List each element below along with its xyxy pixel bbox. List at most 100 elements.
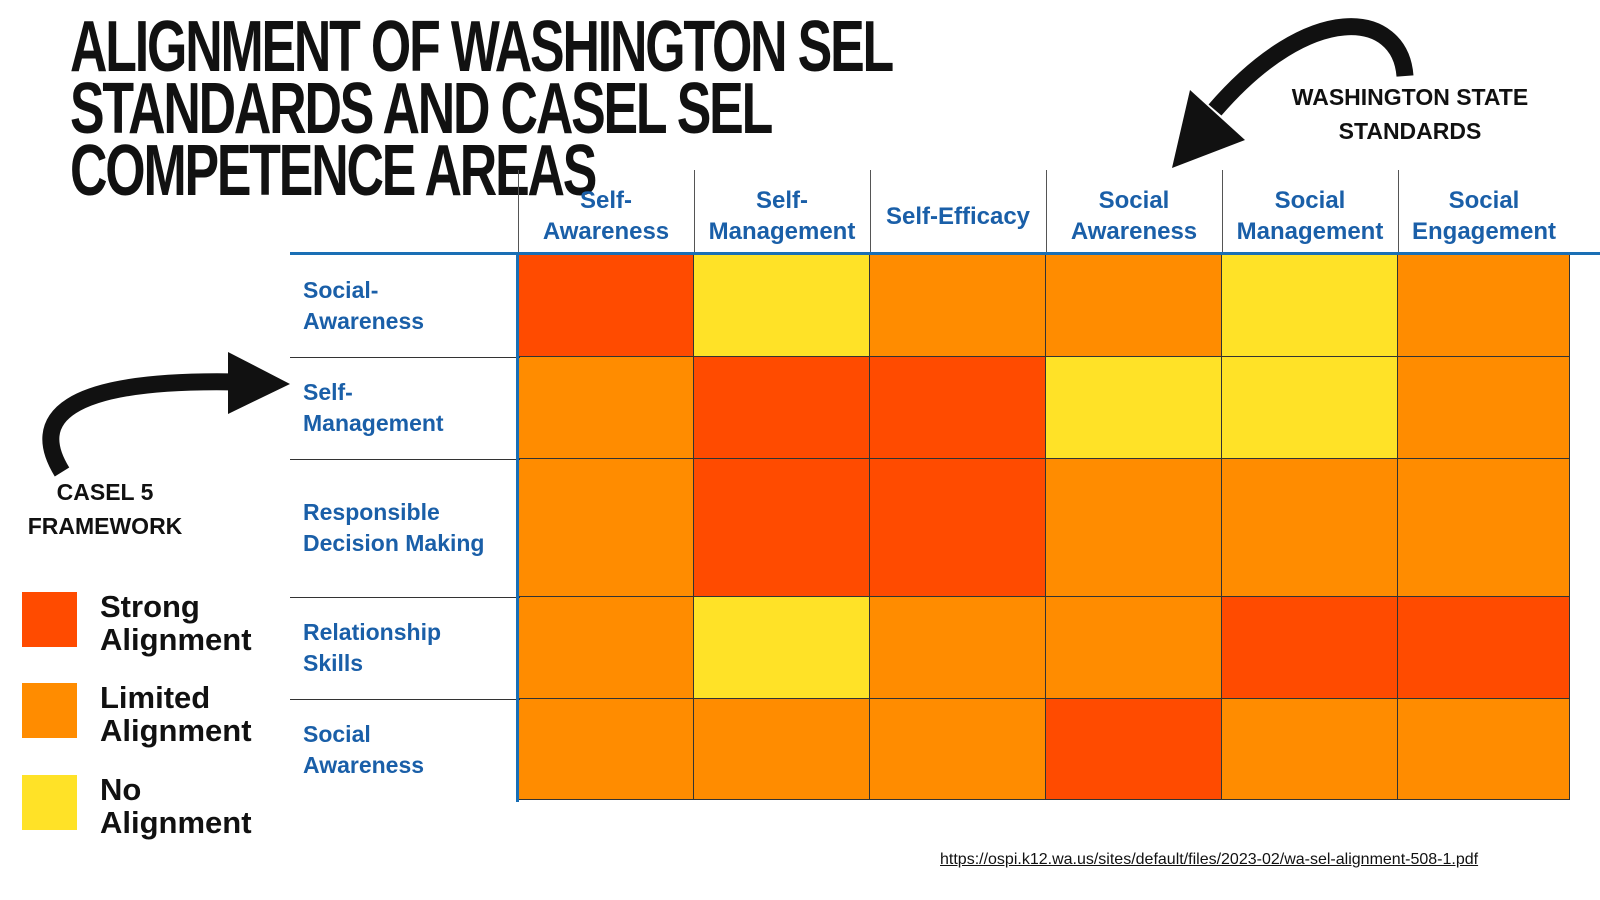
heatmap-cell	[1222, 597, 1398, 699]
row-header-rule	[516, 252, 519, 802]
heatmap-cell	[694, 597, 870, 699]
heatmap-cell	[518, 357, 694, 459]
row-header: Social- Awareness	[303, 254, 424, 357]
label-line: Awareness	[542, 218, 670, 245]
heatmap-cell	[1046, 597, 1222, 699]
column-header-text: Social Engagement	[1412, 185, 1556, 247]
column-header: Self- Management	[694, 180, 870, 252]
row-divider	[290, 459, 520, 460]
heatmap-cell	[1222, 254, 1398, 357]
heatmap-cell	[694, 254, 870, 357]
legend-label: No Alignment	[100, 773, 252, 839]
heatmap-cell	[1398, 699, 1570, 800]
casel-arrow-icon	[42, 352, 290, 477]
heatmap-cell	[694, 459, 870, 597]
label-line: Alignment	[100, 713, 252, 748]
row-divider	[290, 357, 520, 358]
heatmap-cell	[1398, 459, 1570, 597]
row-header-text: Responsible Decision Making	[303, 497, 484, 559]
label-line: Social	[1098, 187, 1170, 214]
heatmap-cell	[870, 459, 1046, 597]
heatmap-cell	[1222, 459, 1398, 597]
column-header-text: Self- Awareness	[543, 185, 669, 247]
callout-line: FRAMEWORK	[27, 513, 183, 539]
column-divider	[518, 170, 519, 254]
heatmap-cell	[1398, 254, 1570, 357]
source-link[interactable]: https://ospi.k12.wa.us/sites/default/fil…	[940, 851, 1479, 868]
column-header-text: Self-Efficacy	[886, 201, 1030, 232]
label-line: Alignment	[100, 805, 252, 840]
label-line: Self-	[303, 379, 353, 405]
label-line: Awareness	[303, 751, 425, 778]
label-line: Social	[1448, 187, 1520, 214]
label-line: Management	[303, 410, 444, 436]
heatmap-cell	[870, 357, 1046, 459]
label-line: Social-	[303, 276, 379, 303]
casel-callout: CASEL 5 FRAMEWORK	[10, 475, 200, 543]
label-line: Relationship	[303, 619, 442, 645]
heatmap-cell	[1046, 459, 1222, 597]
legend-swatch	[22, 775, 77, 830]
heatmap-cell	[1398, 357, 1570, 459]
row-header: Relationship Skills	[303, 597, 441, 699]
column-header: Self-Efficacy	[870, 180, 1046, 252]
column-divider	[870, 170, 871, 254]
washington-callout: WASHINGTON STATE STANDARDS	[1275, 80, 1545, 148]
heatmap-cell	[518, 597, 694, 699]
label-line: Awareness	[1070, 218, 1198, 245]
label-line: Self-	[755, 187, 808, 214]
heatmap-cell	[870, 597, 1046, 699]
label-line: Management	[708, 218, 856, 245]
label-line: Social	[1274, 187, 1346, 214]
title-line: STANDARDS AND CASEL SEL	[70, 69, 773, 149]
label-line: Engagement	[1411, 218, 1557, 245]
legend-label: Strong Alignment	[100, 590, 252, 656]
heatmap-cell	[1222, 699, 1398, 800]
heatmap-cell	[1046, 254, 1222, 357]
row-header-text: Relationship Skills	[303, 617, 441, 679]
row-header: Responsible Decision Making	[303, 459, 484, 597]
heatmap-cell	[870, 254, 1046, 357]
row-divider	[290, 597, 520, 598]
callout-line: CASEL 5	[56, 479, 154, 505]
legend-label: Limited Alignment	[100, 681, 252, 747]
row-header-text: Self- Management	[303, 377, 444, 439]
label-line: Strong	[100, 589, 200, 624]
column-header: Social Awareness	[1046, 180, 1222, 252]
callout-line: WASHINGTON STATE	[1291, 84, 1529, 110]
column-header: Social Management	[1222, 180, 1398, 252]
heatmap-cell	[518, 459, 694, 597]
heatmap-cell	[1046, 699, 1222, 800]
row-header: Social Awareness	[303, 699, 424, 800]
label-line: Alignment	[100, 622, 252, 657]
heatmap-cell	[518, 699, 694, 800]
label-line: Management	[1236, 218, 1384, 245]
label-line: Decision Making	[303, 530, 485, 556]
heatmap-cell	[518, 254, 694, 357]
label-line: No	[100, 772, 142, 807]
column-header-text: Social Awareness	[1071, 185, 1197, 247]
heatmap-cell	[694, 357, 870, 459]
row-header-text: Social Awareness	[303, 719, 424, 781]
heatmap-cell	[1222, 357, 1398, 459]
row-header: Self- Management	[303, 357, 444, 459]
label-line: Awareness	[303, 307, 425, 334]
label-line: Self-Efficacy	[885, 202, 1031, 230]
title-line: COMPETENCE AREAS	[70, 131, 597, 211]
heatmap-cell	[1398, 597, 1570, 699]
label-line: Limited	[100, 680, 211, 715]
legend-swatch	[22, 592, 77, 647]
header-rule	[290, 252, 1600, 255]
column-divider	[694, 170, 695, 254]
label-line: Responsible	[303, 499, 440, 525]
column-header-text: Self- Management	[709, 185, 856, 247]
column-header-text: Social Management	[1237, 185, 1384, 247]
legend-swatch	[22, 683, 77, 738]
callout-line: STANDARDS	[1338, 118, 1482, 144]
column-divider	[1222, 170, 1223, 254]
heatmap-cell	[1046, 357, 1222, 459]
column-header: Social Engagement	[1398, 180, 1570, 252]
row-header-text: Social- Awareness	[303, 275, 424, 337]
heatmap-cell	[694, 699, 870, 800]
label-line: Self-	[579, 187, 632, 214]
